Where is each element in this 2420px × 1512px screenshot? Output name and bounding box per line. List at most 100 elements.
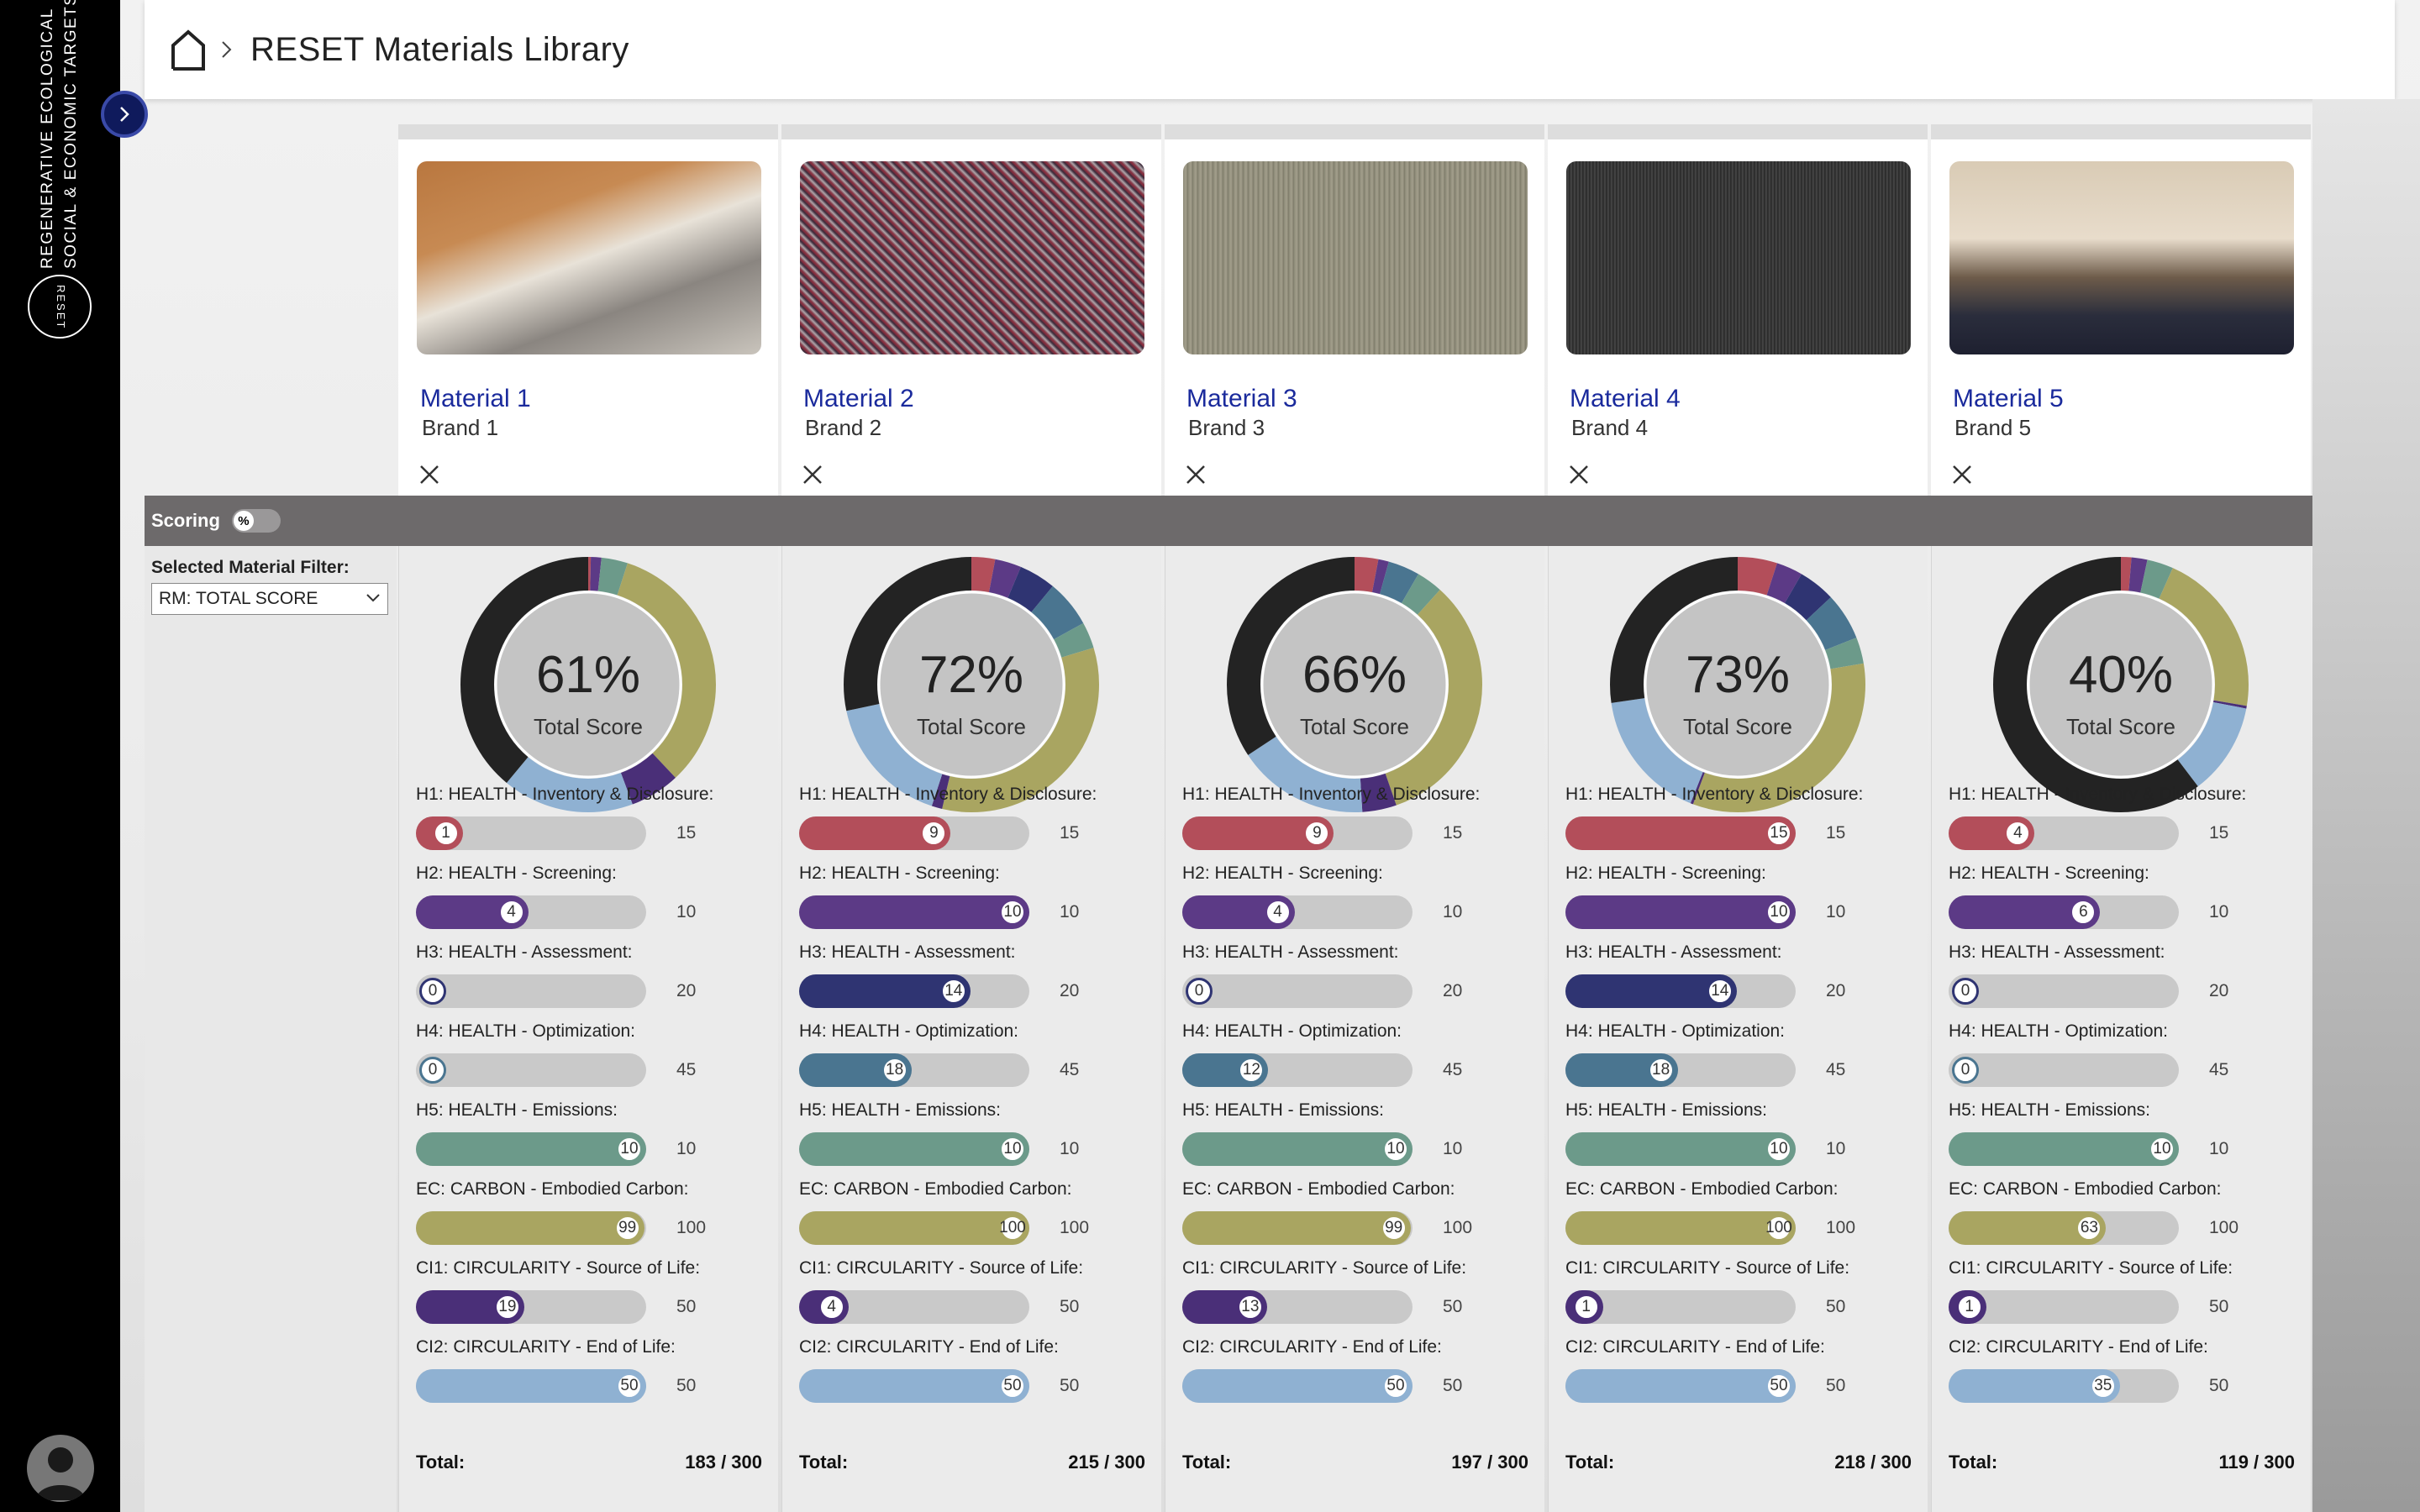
score-value[interactable]: 0 [419, 978, 446, 1005]
score-value[interactable]: 50 [616, 1373, 643, 1399]
score-slider-ec[interactable]: 100 [1565, 1211, 1796, 1245]
score-slider-ci1[interactable]: 1 [1949, 1290, 2179, 1324]
score-slider-h1[interactable]: 1 [416, 816, 646, 850]
score-value[interactable]: 100 [1765, 1215, 1792, 1242]
material-name-2[interactable]: Material 2 [803, 385, 914, 412]
score-slider-h1[interactable]: 4 [1949, 816, 2179, 850]
score-value[interactable]: 0 [1186, 978, 1213, 1005]
score-slider-h5[interactable]: 10 [1949, 1132, 2179, 1166]
score-slider-ci1[interactable]: 19 [416, 1290, 646, 1324]
material-name-3[interactable]: Material 3 [1186, 385, 1297, 412]
score-slider-h2[interactable]: 4 [416, 895, 646, 929]
score-value[interactable]: 10 [999, 899, 1026, 926]
material-name-1[interactable]: Material 1 [420, 385, 531, 412]
material-filter-select[interactable]: RM: TOTAL SCORE [151, 583, 388, 615]
score-slider-h3[interactable]: 14 [1565, 974, 1796, 1008]
score-slider-h3[interactable]: 0 [1949, 974, 2179, 1008]
score-slider-ci2[interactable]: 50 [1182, 1369, 1413, 1403]
score-value[interactable]: 100 [999, 1215, 1026, 1242]
score-value[interactable]: 10 [1382, 1136, 1409, 1163]
material-card-3[interactable]: Material 3 Brand 3 [1165, 124, 1544, 496]
score-value[interactable]: 10 [1765, 899, 1792, 926]
score-slider-h5[interactable]: 10 [1182, 1132, 1413, 1166]
score-value[interactable]: 18 [1647, 1057, 1675, 1084]
score-slider-h4[interactable]: 0 [416, 1053, 646, 1087]
remove-material-3-icon[interactable] [1185, 464, 1207, 486]
score-slider-ci2[interactable]: 50 [1565, 1369, 1796, 1403]
score-value[interactable]: 4 [818, 1294, 845, 1320]
score-slider-h2[interactable]: 4 [1182, 895, 1413, 929]
score-value[interactable]: 99 [613, 1215, 641, 1242]
score-value[interactable]: 0 [1952, 1057, 1979, 1084]
score-value[interactable]: 4 [497, 899, 525, 926]
material-card-5[interactable]: Material 5 Brand 5 [1931, 124, 2311, 496]
score-slider-ci1[interactable]: 4 [799, 1290, 1029, 1324]
score-value[interactable]: 4 [2004, 820, 2032, 847]
score-value[interactable]: 6 [2070, 899, 2097, 926]
remove-material-4-icon[interactable] [1568, 464, 1590, 486]
score-slider-ec[interactable]: 63 [1949, 1211, 2179, 1245]
score-slider-ci1[interactable]: 13 [1182, 1290, 1413, 1324]
score-slider-ci2[interactable]: 50 [799, 1369, 1029, 1403]
scoring-percent-toggle[interactable]: % [231, 509, 281, 533]
score-value[interactable]: 1 [1572, 1294, 1600, 1320]
score-slider-h3[interactable]: 14 [799, 974, 1029, 1008]
score-value[interactable]: 50 [1765, 1373, 1792, 1399]
score-value[interactable]: 13 [1236, 1294, 1264, 1320]
remove-material-5-icon[interactable] [1951, 464, 1973, 486]
score-value[interactable]: 14 [1706, 978, 1733, 1005]
material-card-1[interactable]: Material 1 Brand 1 [398, 124, 778, 496]
score-value[interactable]: 4 [1264, 899, 1292, 926]
score-slider-h4[interactable]: 0 [1949, 1053, 2179, 1087]
score-slider-h5[interactable]: 10 [799, 1132, 1029, 1166]
score-value[interactable]: 50 [1382, 1373, 1409, 1399]
score-value[interactable]: 12 [1238, 1057, 1265, 1084]
score-value[interactable]: 0 [1952, 978, 1979, 1005]
score-slider-h4[interactable]: 18 [799, 1053, 1029, 1087]
score-slider-ec[interactable]: 100 [799, 1211, 1029, 1245]
score-slider-h5[interactable]: 10 [416, 1132, 646, 1166]
expand-sidebar-button[interactable] [101, 91, 148, 138]
score-slider-h3[interactable]: 0 [1182, 974, 1413, 1008]
score-value[interactable]: 9 [1303, 820, 1331, 847]
remove-material-1-icon[interactable] [418, 464, 440, 486]
score-value[interactable]: 1 [1955, 1294, 1983, 1320]
score-value[interactable]: 1 [432, 820, 460, 847]
score-slider-h2[interactable]: 6 [1949, 895, 2179, 929]
score-value[interactable]: 18 [881, 1057, 908, 1084]
score-value[interactable]: 15 [1765, 820, 1792, 847]
score-value[interactable]: 14 [939, 978, 967, 1005]
score-value[interactable]: 35 [2089, 1373, 2117, 1399]
score-slider-h5[interactable]: 10 [1565, 1132, 1796, 1166]
score-value[interactable]: 50 [999, 1373, 1026, 1399]
score-value[interactable]: 99 [1380, 1215, 1407, 1242]
score-slider-h3[interactable]: 0 [416, 974, 646, 1008]
material-card-2[interactable]: Material 2 Brand 2 [781, 124, 1161, 496]
material-name-4[interactable]: Material 4 [1570, 385, 1681, 412]
home-icon[interactable] [170, 29, 207, 71]
score-slider-h1[interactable]: 15 [1565, 816, 1796, 850]
score-slider-h4[interactable]: 12 [1182, 1053, 1413, 1087]
score-slider-ec[interactable]: 99 [1182, 1211, 1413, 1245]
score-value[interactable]: 10 [999, 1136, 1026, 1163]
remove-material-2-icon[interactable] [802, 464, 823, 486]
user-avatar[interactable] [27, 1435, 94, 1502]
score-slider-h1[interactable]: 9 [1182, 816, 1413, 850]
score-value[interactable]: 9 [920, 820, 948, 847]
score-slider-ci2[interactable]: 50 [416, 1369, 646, 1403]
score-slider-h2[interactable]: 10 [1565, 895, 1796, 929]
score-value[interactable]: 10 [2149, 1136, 2175, 1163]
score-value[interactable]: 63 [2075, 1215, 2103, 1242]
material-card-4[interactable]: Material 4 Brand 4 [1548, 124, 1928, 496]
score-value[interactable]: 10 [616, 1136, 643, 1163]
score-slider-h1[interactable]: 9 [799, 816, 1029, 850]
score-slider-ci1[interactable]: 1 [1565, 1290, 1796, 1324]
material-name-5[interactable]: Material 5 [1953, 385, 2064, 412]
score-value[interactable]: 0 [419, 1057, 446, 1084]
score-slider-h4[interactable]: 18 [1565, 1053, 1796, 1087]
score-slider-ci2[interactable]: 35 [1949, 1369, 2179, 1403]
score-slider-h2[interactable]: 10 [799, 895, 1029, 929]
score-value[interactable]: 10 [1765, 1136, 1792, 1163]
score-slider-ec[interactable]: 99 [416, 1211, 646, 1245]
score-value[interactable]: 19 [493, 1294, 521, 1320]
